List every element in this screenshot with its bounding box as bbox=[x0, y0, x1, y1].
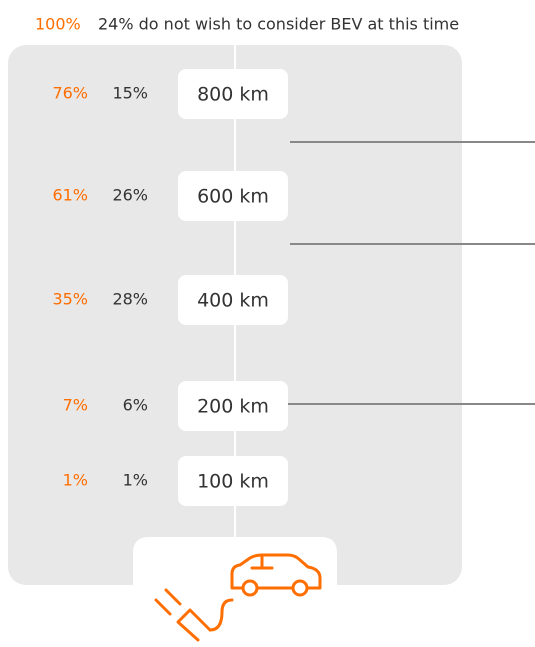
note: 24% do not wish to consider BEV at this … bbox=[98, 15, 459, 34]
total-label: 100% bbox=[35, 15, 81, 34]
cumulative-label: 35% bbox=[52, 290, 88, 309]
range-label: 200 km bbox=[197, 396, 269, 418]
range-label: 400 km bbox=[197, 290, 269, 312]
cumulative-label: 76% bbox=[52, 84, 88, 103]
range-box bbox=[178, 456, 288, 506]
share-label: 6% bbox=[123, 396, 148, 415]
range-box bbox=[178, 381, 288, 431]
range-label: 100 km bbox=[197, 471, 269, 493]
share-label: 28% bbox=[112, 290, 148, 309]
share-label: 15% bbox=[112, 84, 148, 103]
range-box bbox=[178, 275, 288, 325]
ev-icon bbox=[154, 553, 322, 642]
icon-tab bbox=[133, 537, 337, 610]
cumulative-label: 1% bbox=[63, 471, 88, 490]
range-label: 800 km bbox=[197, 84, 269, 106]
share-label: 1% bbox=[123, 471, 148, 490]
cumulative-label: 7% bbox=[63, 396, 88, 415]
range-box bbox=[178, 69, 288, 119]
cumulative-label: 61% bbox=[52, 186, 88, 205]
share-label: 26% bbox=[112, 186, 148, 205]
range-label: 600 km bbox=[197, 186, 269, 208]
range-box bbox=[178, 171, 288, 221]
